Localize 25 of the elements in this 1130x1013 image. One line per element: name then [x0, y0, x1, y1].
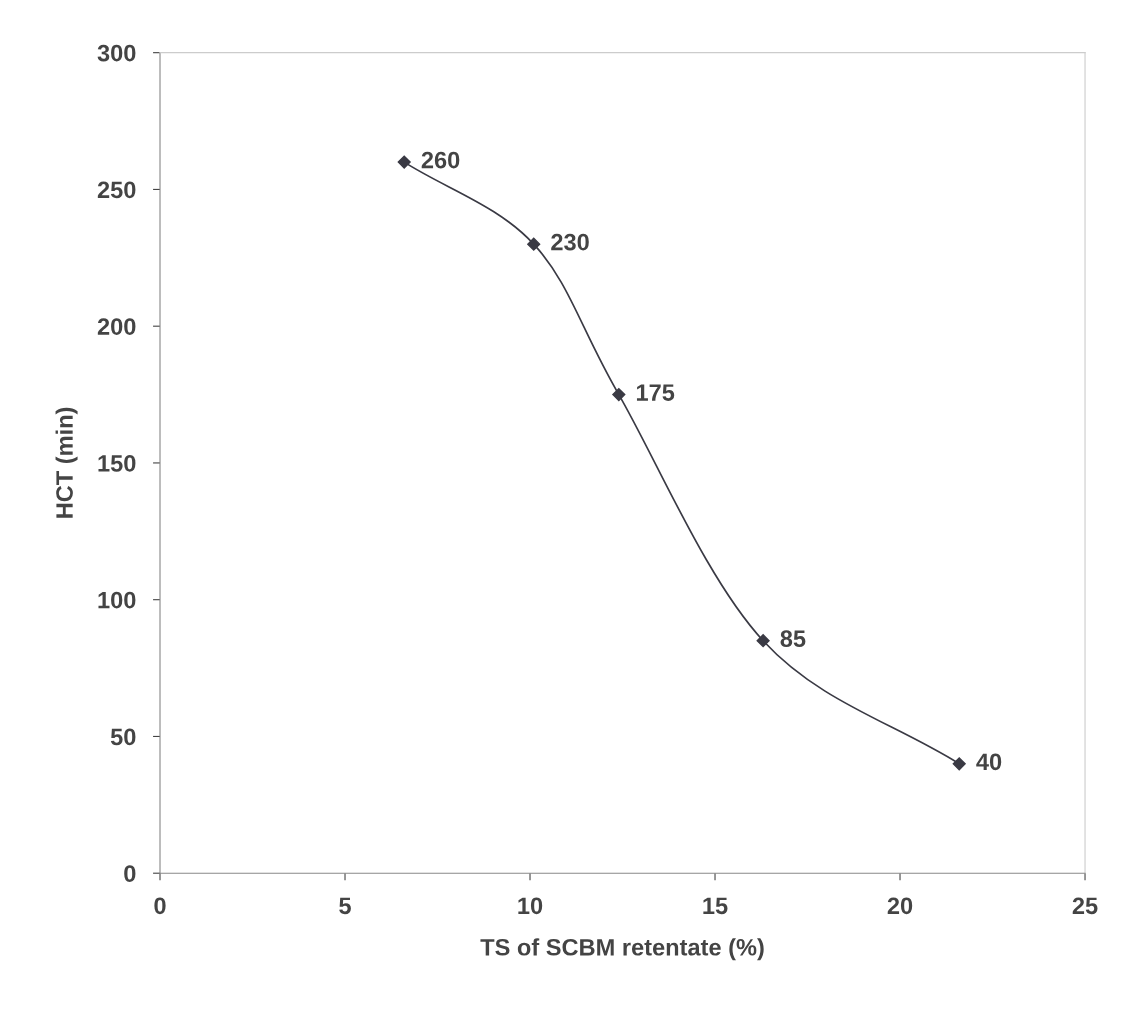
y-tick-label: 0 — [124, 865, 136, 882]
data-label: 230 — [551, 233, 589, 251]
x-tick-label: 25 — [1072, 897, 1098, 915]
y-axis-title: HCT (min) — [55, 407, 78, 518]
x-tick-label: 15 — [703, 897, 728, 915]
data-label: 85 — [780, 630, 806, 648]
y-tick-label: 100 — [98, 591, 136, 609]
point — [612, 387, 626, 402]
data-label: 260 — [421, 151, 460, 169]
x-axis-title: TS of SCBM retentate (%) — [480, 938, 764, 961]
data-label: 40 — [976, 753, 1002, 771]
point — [397, 155, 411, 169]
point — [952, 757, 966, 771]
y-tick-label: 150 — [98, 455, 136, 472]
x-tick-label: 5 — [339, 897, 351, 915]
point — [756, 634, 770, 648]
y-tick-label: 250 — [97, 181, 136, 199]
data-label: 175 — [636, 384, 675, 401]
y-tick-label: 200 — [97, 318, 136, 335]
x-tick-label: 20 — [887, 897, 913, 915]
y-tick-label: 50 — [110, 728, 136, 746]
y-tick-label: 300 — [97, 44, 136, 62]
x-tick-label: 10 — [518, 897, 543, 915]
point — [527, 237, 541, 251]
x-tick-label: 0 — [154, 897, 166, 915]
